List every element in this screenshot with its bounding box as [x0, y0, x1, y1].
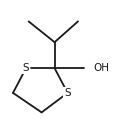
- Text: S: S: [23, 63, 29, 73]
- Text: OH: OH: [94, 63, 110, 73]
- Text: S: S: [64, 88, 71, 98]
